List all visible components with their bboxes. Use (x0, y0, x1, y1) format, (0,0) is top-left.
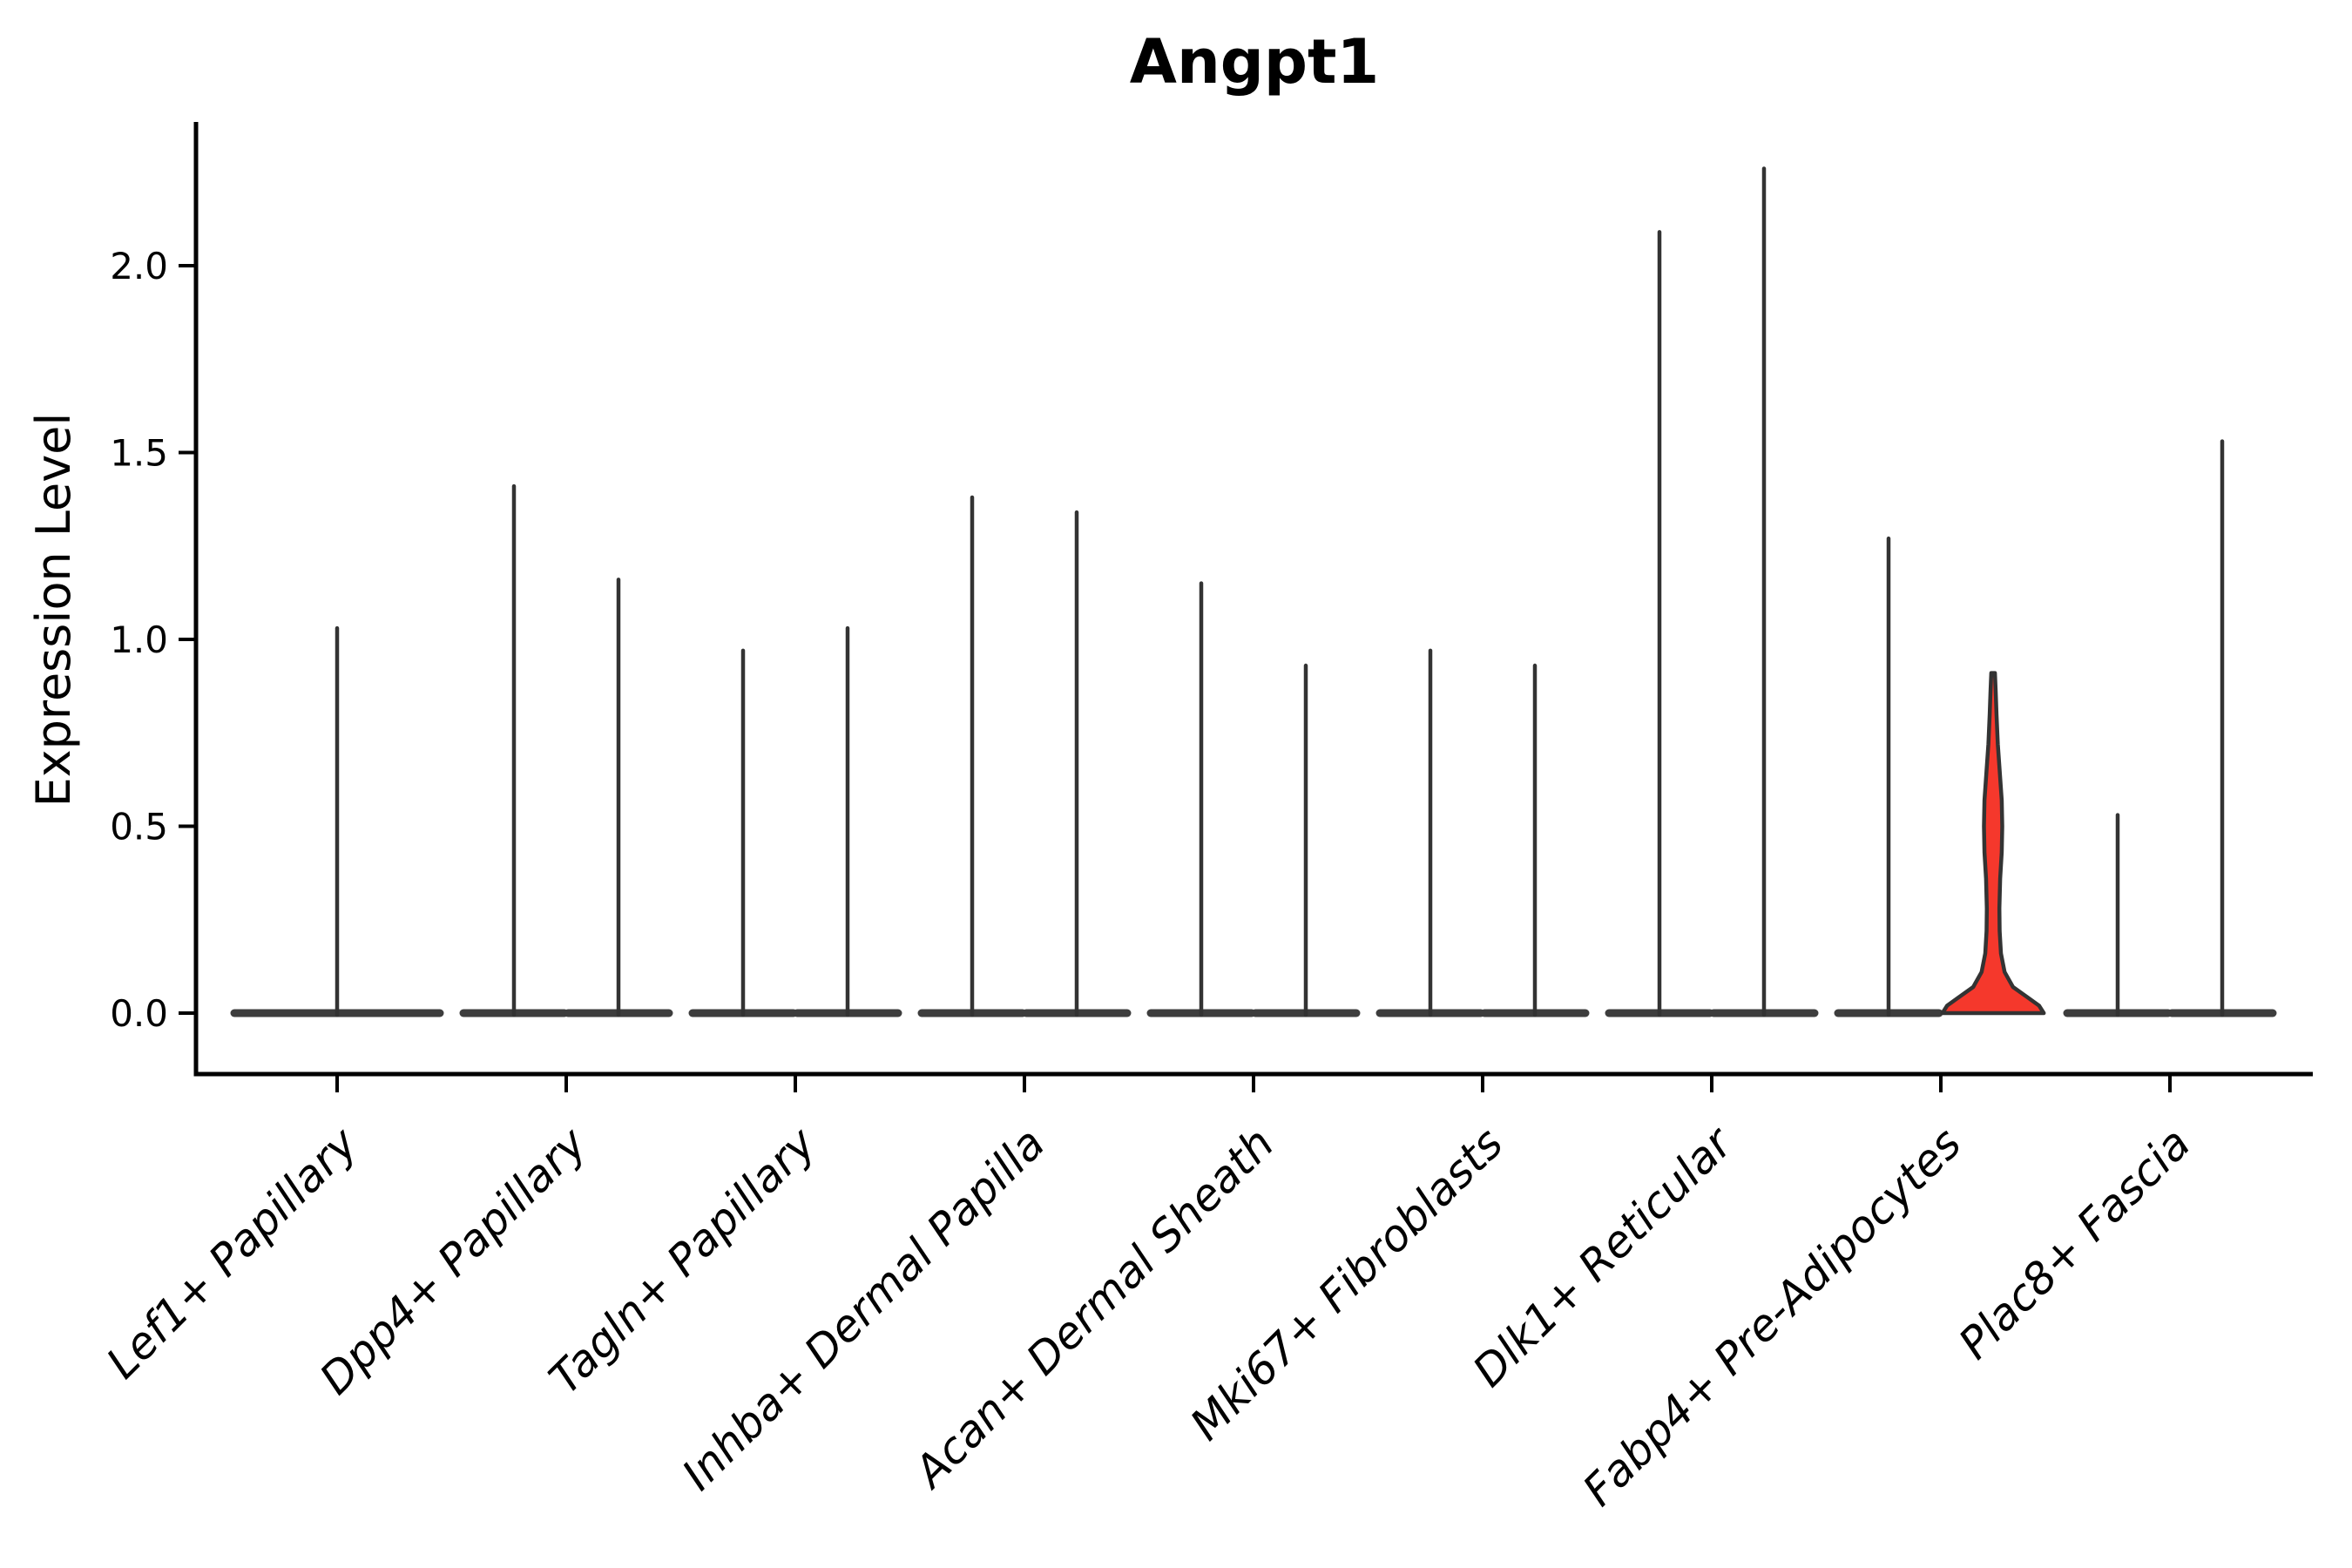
violin-7-right-highlighted (1940, 671, 2046, 1016)
y-axis-label: Expression Level (26, 413, 81, 808)
y-tick-label: 0.0 (110, 992, 168, 1035)
chart-title: Angpt1 (1130, 26, 1379, 98)
y-tick-label: 0.5 (110, 806, 168, 848)
y-tick-label: 1.0 (110, 618, 168, 661)
y-tick-label: 1.5 (110, 432, 168, 475)
y-tick-label: 2.0 (110, 245, 168, 287)
